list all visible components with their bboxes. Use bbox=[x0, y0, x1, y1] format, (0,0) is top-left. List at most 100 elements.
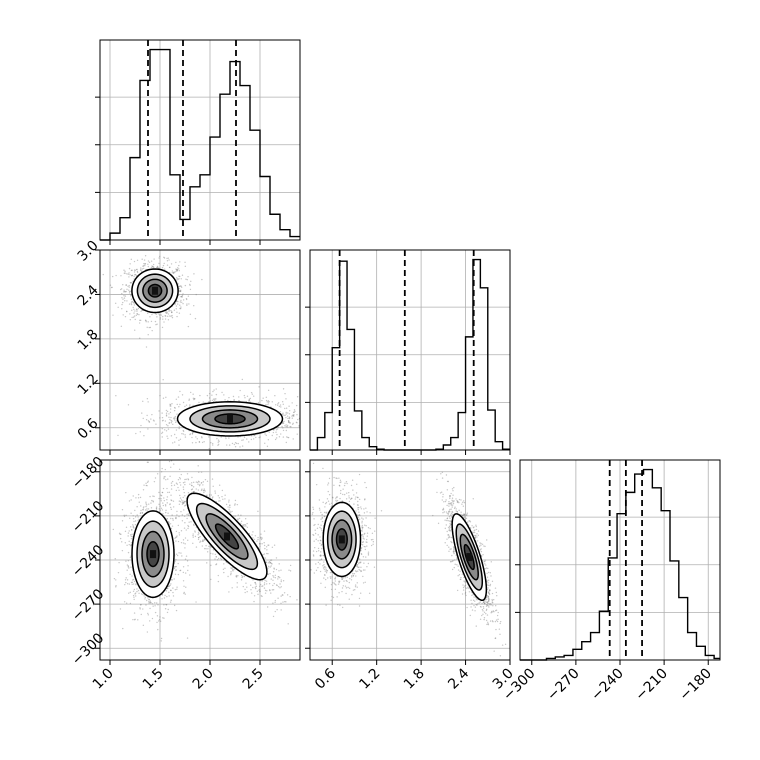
sample-point bbox=[172, 517, 174, 520]
sample-point bbox=[282, 422, 285, 425]
sample-point bbox=[184, 558, 187, 560]
sample-point bbox=[152, 500, 154, 502]
sample-point bbox=[208, 494, 211, 496]
sample-point bbox=[289, 425, 291, 428]
sample-point bbox=[252, 438, 255, 440]
sample-point bbox=[169, 405, 171, 407]
sample-point bbox=[121, 297, 123, 299]
sample-point bbox=[230, 511, 232, 513]
sample-point bbox=[135, 314, 138, 317]
sample-point bbox=[217, 439, 220, 441]
sample-point bbox=[145, 418, 148, 421]
sample-point bbox=[167, 257, 170, 259]
sample-point bbox=[136, 312, 138, 315]
sample-point bbox=[232, 452, 233, 453]
sample-point bbox=[146, 326, 148, 329]
sample-point bbox=[169, 475, 171, 478]
sample-point bbox=[181, 555, 183, 557]
sample-point bbox=[224, 494, 226, 496]
sample-point bbox=[147, 334, 149, 336]
sample-point bbox=[273, 567, 275, 569]
sample-point bbox=[169, 411, 172, 414]
sample-point bbox=[165, 603, 167, 606]
sample-point bbox=[124, 270, 126, 273]
sample-point bbox=[270, 562, 273, 565]
sample-point bbox=[144, 596, 147, 599]
sample-point bbox=[285, 424, 287, 426]
sample-point bbox=[171, 579, 173, 581]
sample-point bbox=[284, 392, 286, 395]
sample-point bbox=[172, 454, 173, 455]
sample-point bbox=[124, 583, 126, 586]
sample-point bbox=[123, 514, 125, 516]
sample-point bbox=[176, 413, 178, 415]
sample-point bbox=[177, 562, 179, 565]
sample-point bbox=[282, 403, 284, 405]
sample-point bbox=[127, 566, 129, 568]
sample-point bbox=[132, 495, 134, 497]
sample-point bbox=[149, 453, 150, 454]
y-tick-label: 2.4 bbox=[75, 282, 102, 309]
sample-point bbox=[148, 503, 150, 505]
sample-point bbox=[165, 409, 168, 412]
sample-point bbox=[166, 518, 168, 520]
sample-point bbox=[140, 593, 143, 595]
sample-point bbox=[134, 619, 136, 621]
sample-point bbox=[228, 444, 231, 446]
sample-point bbox=[173, 271, 175, 273]
sample-point bbox=[130, 512, 132, 514]
sample-point bbox=[219, 500, 221, 502]
sample-point bbox=[142, 608, 144, 610]
sample-point bbox=[136, 514, 138, 516]
sample-point bbox=[238, 517, 241, 520]
sample-point bbox=[189, 313, 192, 315]
sample-point bbox=[178, 534, 181, 536]
sample-point bbox=[193, 305, 195, 307]
sample-point bbox=[195, 441, 197, 444]
sample-point bbox=[179, 275, 181, 278]
sample-point bbox=[200, 482, 203, 484]
sample-point bbox=[288, 416, 290, 418]
sample-point bbox=[180, 499, 183, 501]
sample-point bbox=[182, 580, 185, 582]
sample-point bbox=[250, 589, 252, 591]
histogram-frame bbox=[99, 39, 301, 241]
sample-point bbox=[301, 406, 302, 407]
sample-point bbox=[150, 418, 152, 420]
sample-point bbox=[181, 274, 184, 276]
sample-point bbox=[261, 399, 263, 402]
y-tick-label: 1.2 bbox=[75, 371, 102, 398]
sample-point bbox=[274, 574, 277, 576]
sample-point bbox=[244, 524, 247, 526]
sample-point bbox=[296, 414, 298, 416]
sample-point bbox=[325, 442, 326, 443]
sample-point bbox=[160, 507, 163, 509]
sample-point bbox=[174, 566, 177, 568]
sample-point bbox=[188, 456, 189, 457]
sample-point bbox=[124, 295, 127, 297]
sample-point bbox=[215, 556, 217, 558]
sample-point bbox=[157, 604, 159, 606]
sample-point bbox=[198, 481, 200, 483]
sample-point bbox=[159, 317, 162, 319]
sample-point bbox=[117, 306, 119, 309]
sample-point bbox=[285, 441, 288, 444]
sample-point bbox=[189, 574, 191, 576]
sample-point bbox=[129, 573, 131, 576]
sample-point bbox=[165, 509, 167, 512]
sample-point bbox=[170, 466, 172, 469]
sample-point bbox=[144, 319, 147, 321]
sample-point bbox=[130, 555, 132, 557]
sample-point bbox=[238, 399, 240, 402]
sample-point bbox=[232, 395, 235, 398]
sample-point bbox=[278, 570, 280, 572]
sample-point bbox=[232, 566, 234, 569]
sample-point bbox=[183, 591, 185, 594]
sample-point bbox=[259, 590, 261, 592]
sample-point bbox=[133, 588, 136, 591]
sample-point bbox=[204, 401, 206, 404]
sample-point bbox=[266, 445, 269, 448]
sample-point bbox=[284, 407, 286, 410]
sample-point bbox=[165, 414, 168, 416]
